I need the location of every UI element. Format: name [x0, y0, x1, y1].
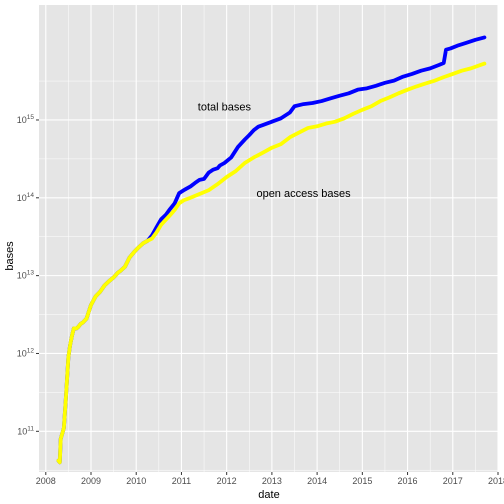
- x-axis-title: date: [258, 489, 279, 501]
- x-tick-label: 2015: [352, 476, 372, 486]
- y-tick-label: 1011: [17, 425, 34, 436]
- y-tick-label: 1013: [17, 270, 35, 281]
- annotation-label: open access bases: [256, 188, 351, 200]
- plot-panel: [39, 5, 498, 472]
- x-tick-label: 2011: [172, 476, 191, 486]
- x-tick-label: 2017: [443, 476, 463, 486]
- grid-major: [39, 5, 499, 472]
- grid-minor: [39, 5, 498, 472]
- y-axis: 1011 1012 1013 1014 1015: [17, 114, 39, 436]
- x-tick-label: 2008: [36, 476, 56, 486]
- x-tick-label: 2012: [217, 476, 237, 486]
- x-axis: 2008 2009 2010 2011 2012 2013 2014 2015 2016 2017…: [36, 472, 504, 486]
- y-tick-label: 1012: [17, 347, 35, 358]
- x-tick-label: 2013: [262, 476, 282, 486]
- x-tick-label: 2009: [81, 476, 101, 486]
- y-tick-label: 1015: [17, 114, 35, 125]
- y-tick-label: 1014: [17, 192, 35, 203]
- annotation-label: total bases: [198, 101, 252, 113]
- x-tick-label: 2016: [398, 476, 418, 486]
- x-tick-label: 2010: [126, 476, 146, 486]
- series-layer: [56, 35, 487, 465]
- x-tick-label: 2018: [488, 476, 504, 486]
- series-line-1: [56, 61, 487, 465]
- x-tick-label: 2014: [307, 476, 327, 486]
- annotations: total bases open access bases: [198, 101, 351, 200]
- y-axis-title: bases: [4, 241, 16, 271]
